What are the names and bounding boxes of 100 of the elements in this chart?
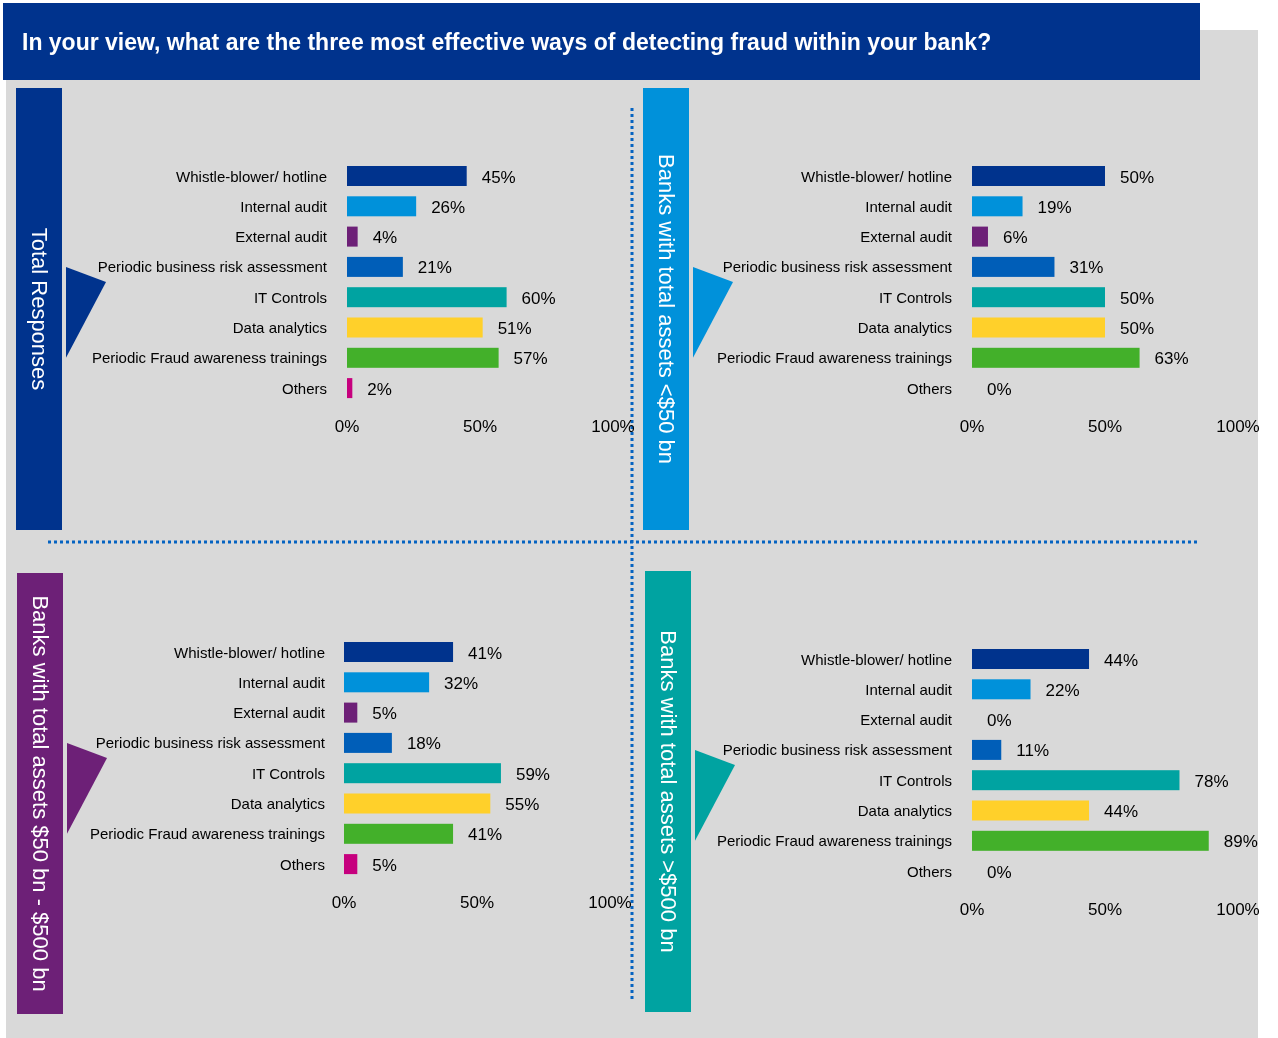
x-tick-label: 100% <box>588 892 632 912</box>
y-tick-label: Periodic Fraud awareness trainings <box>91 349 327 367</box>
y-tick-label: Others <box>906 379 952 397</box>
data-label: 51% <box>497 319 532 338</box>
y-tick-label: Others <box>906 862 952 880</box>
bar <box>972 287 1105 308</box>
y-tick-label: External audit <box>235 228 328 246</box>
y-tick-label: Whistle-blower/ hotline <box>801 650 952 668</box>
data-label: 41% <box>468 643 503 663</box>
bar <box>972 196 1023 217</box>
x-tick-label: 50% <box>1087 899 1123 919</box>
bar <box>347 347 499 368</box>
y-tick-label: Periodic business risk assessment <box>722 741 953 759</box>
x-tick-label: 100% <box>1216 416 1260 436</box>
bar <box>344 763 501 784</box>
y-tick-label: Data analytics <box>857 802 952 819</box>
bar <box>344 823 454 844</box>
data-label: 19% <box>1037 197 1072 217</box>
bar <box>344 702 358 723</box>
y-tick-label: IT Controls <box>251 764 325 782</box>
data-label: 26% <box>431 197 466 217</box>
x-tick-label: 50% <box>462 416 498 436</box>
data-label: 44% <box>1104 802 1139 821</box>
y-tick-label: Periodic Fraud awareness trainings <box>716 832 952 850</box>
bar <box>347 196 417 217</box>
y-tick-label: Data analytics <box>230 795 325 812</box>
y-tick-label: Data analytics <box>857 319 952 336</box>
data-label: 63% <box>1154 349 1189 369</box>
bar <box>344 672 430 693</box>
x-tick-label: 100% <box>591 416 635 436</box>
y-tick-label: Internal audit <box>240 197 328 215</box>
chart-title: In your view, what are the three most effective ways of detecting fraud within your bank? <box>22 29 992 55</box>
data-label: 31% <box>1069 258 1104 278</box>
y-tick-label: Periodic Fraud awareness trainings <box>89 825 325 843</box>
bar <box>344 854 358 875</box>
data-label: 0% <box>987 379 1012 399</box>
bar <box>972 256 1055 277</box>
bar <box>347 317 483 338</box>
bar <box>347 226 358 247</box>
y-tick-label: Whistle-blower/ hotline <box>176 167 327 185</box>
y-tick-label: Periodic business risk assessment <box>97 258 328 276</box>
x-tick-label: 50% <box>459 892 495 912</box>
x-tick-label: 100% <box>1216 899 1260 919</box>
data-label: 4% <box>372 228 398 248</box>
y-axis-title: Banks with total assets <$50 bn <box>653 153 679 465</box>
y-tick-label: IT Controls <box>878 288 952 306</box>
bar <box>972 739 1002 760</box>
y-tick-label: Whistle-blower/ hotline <box>801 167 952 185</box>
data-label: 57% <box>513 349 548 369</box>
bar <box>347 166 467 186</box>
y-tick-label: Data analytics <box>232 319 327 336</box>
bar <box>972 347 1140 368</box>
y-tick-label: Whistle-blower/ hotline <box>174 643 325 661</box>
y-tick-label: Periodic business risk assessment <box>95 734 326 752</box>
bar <box>344 642 454 662</box>
x-tick-label: 0% <box>331 892 357 912</box>
data-label: 22% <box>1045 680 1080 700</box>
y-tick-label: IT Controls <box>253 288 327 306</box>
y-tick-label: External audit <box>233 704 326 722</box>
data-label: 11% <box>1016 741 1050 761</box>
bar <box>972 679 1031 700</box>
data-label: 0% <box>987 711 1012 731</box>
bar <box>344 732 392 753</box>
data-label: 18% <box>406 734 441 754</box>
x-tick-label: 0% <box>334 416 360 436</box>
y-axis-title: Total Responses <box>26 227 52 391</box>
bar <box>972 226 988 247</box>
y-tick-label: Internal audit <box>238 673 326 691</box>
data-label: 89% <box>1223 832 1258 852</box>
bar <box>347 378 353 399</box>
data-label: 2% <box>367 379 392 399</box>
data-label: 55% <box>505 795 540 814</box>
bar <box>972 317 1105 338</box>
y-tick-label: Internal audit <box>865 680 953 698</box>
data-label: 59% <box>515 764 550 784</box>
data-label: 0% <box>987 862 1012 882</box>
y-tick-label: Others <box>279 855 325 873</box>
y-tick-label: IT Controls <box>878 771 952 789</box>
y-tick-label: Others <box>281 379 327 397</box>
bar <box>972 800 1090 821</box>
data-label: 5% <box>372 855 397 875</box>
y-tick-label: External audit <box>860 228 953 246</box>
bar <box>347 287 507 308</box>
y-tick-label: Periodic Fraud awareness trainings <box>716 349 952 367</box>
data-label: 50% <box>1120 288 1155 308</box>
data-label: 6% <box>1002 228 1028 248</box>
x-tick-label: 0% <box>959 416 985 436</box>
data-label: 45% <box>481 167 516 187</box>
data-label: 60% <box>521 288 556 308</box>
bar <box>344 793 491 814</box>
y-tick-label: Internal audit <box>865 197 953 215</box>
data-label: 32% <box>444 673 479 693</box>
x-tick-label: 0% <box>959 899 985 919</box>
y-tick-label: Periodic business risk assessment <box>722 258 953 276</box>
data-label: 5% <box>372 704 397 724</box>
data-label: 50% <box>1120 319 1155 338</box>
y-axis-title: Banks with total assets >$500 bn <box>655 630 681 953</box>
y-tick-label: External audit <box>860 711 953 729</box>
x-tick-label: 50% <box>1087 416 1123 436</box>
data-label: 44% <box>1104 650 1139 670</box>
